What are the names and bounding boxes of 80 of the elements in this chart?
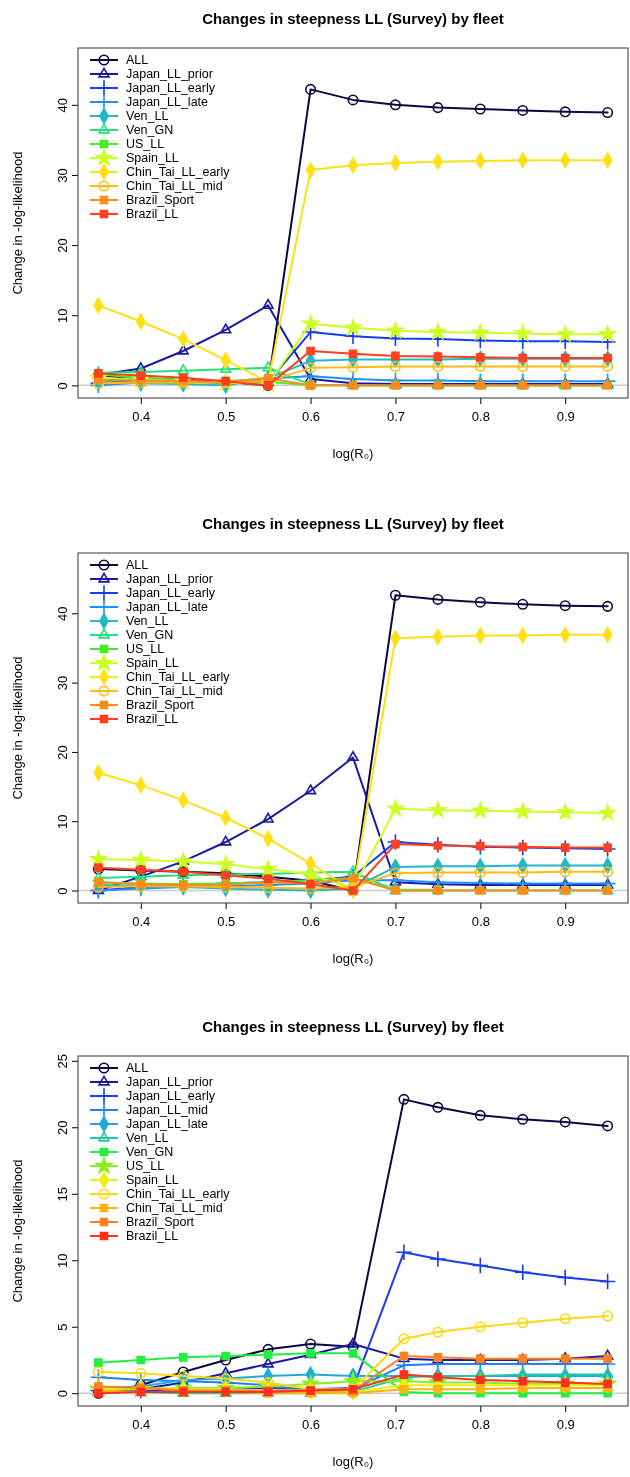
- y-tick-label: 0: [54, 887, 70, 895]
- y-tick-label: 0: [54, 382, 70, 390]
- y-axis-title: Change in -log-likelihood: [10, 656, 25, 800]
- legend-label: Japan_LL_prior: [126, 1075, 213, 1090]
- y-tick-label: 30: [54, 168, 70, 183]
- y-tick-label: 40: [54, 98, 70, 113]
- legend-label: Japan_LL_late: [126, 95, 209, 110]
- x-tick-label: 0.7: [386, 409, 405, 425]
- y-tick-label: 25: [54, 1054, 70, 1069]
- legend-label: Chin_Tai_LL_mid: [126, 1201, 223, 1216]
- legend-label: Chin_Tai_LL_mid: [126, 179, 223, 194]
- x-tick-label: 0.9: [556, 409, 575, 425]
- x-tick-label: 0.5: [217, 409, 236, 425]
- legend-label: Japan_LL_late: [126, 600, 209, 615]
- legend-label: US_LL: [126, 642, 165, 657]
- legend-label: Japan_LL_early: [126, 586, 216, 601]
- legend-label: Japan_LL_prior: [126, 67, 213, 82]
- legend-label: Ven_GN: [126, 628, 174, 643]
- legend-label: Spain_LL: [126, 1173, 179, 1188]
- x-axis-title: log(R₀): [332, 446, 374, 461]
- legend-label: Brazil_Sport: [126, 1215, 195, 1230]
- x-axis-title: log(R₀): [332, 1454, 374, 1469]
- y-tick-label: 5: [54, 1323, 70, 1331]
- x-tick-label: 0.8: [471, 409, 490, 425]
- y-tick-label: 20: [54, 238, 70, 253]
- x-tick-label: 0.9: [556, 1417, 575, 1433]
- legend-label: ALL: [126, 53, 149, 68]
- legend-label: Brazil_Sport: [126, 698, 195, 713]
- legend-label: Chin_Tai_LL_mid: [126, 684, 223, 699]
- legend-label: US_LL: [126, 137, 165, 152]
- x-tick-label: 0.8: [471, 914, 490, 930]
- legend-label: Ven_GN: [126, 123, 174, 138]
- legend-label: Chin_Tai_LL_early: [126, 165, 231, 180]
- x-axis-title: log(R₀): [332, 951, 374, 966]
- legend-label: Brazil_LL: [126, 207, 179, 222]
- legend-label: Ven_GN: [126, 1145, 174, 1160]
- chart-title: Changes in steepness LL (Survey) by fleet: [202, 515, 504, 532]
- y-axis-title: Change in -log-likelihood: [10, 1159, 25, 1303]
- legend-label: Japan_LL_late: [126, 1117, 209, 1132]
- y-tick-label: 0: [54, 1390, 70, 1398]
- legend-label: Spain_LL: [126, 151, 179, 166]
- legend-label: US_LL: [126, 1159, 165, 1174]
- legend-label: Japan_LL_prior: [126, 572, 213, 587]
- legend-label: Japan_LL_early: [126, 81, 216, 96]
- y-tick-label: 10: [54, 1253, 70, 1268]
- x-tick-label: 0.6: [302, 1417, 321, 1433]
- y-tick-label: 40: [54, 606, 70, 622]
- x-tick-label: 0.5: [217, 914, 236, 930]
- x-tick-label: 0.6: [302, 914, 321, 930]
- y-tick-label: 20: [54, 1120, 70, 1136]
- legend-label: Japan_LL_early: [126, 1089, 216, 1104]
- legend-label: Ven_LL: [126, 109, 169, 124]
- legend-label: Chin_Tai_LL_early: [126, 1187, 231, 1202]
- legend-label: Brazil_LL: [126, 712, 179, 727]
- legend-label: Brazil_LL: [126, 1229, 179, 1244]
- x-tick-label: 0.9: [556, 914, 575, 930]
- chart-title: Changes in steepness LL (Survey) by fleet: [202, 10, 504, 27]
- legend-label: Brazil_Sport: [126, 193, 195, 208]
- x-tick-label: 0.6: [302, 409, 321, 425]
- legend-label: Japan_LL_mid: [126, 1103, 209, 1118]
- y-tick-label: 10: [54, 814, 70, 829]
- chart-title: Changes in steepness LL (Survey) by fleet: [202, 1018, 504, 1035]
- x-tick-label: 0.4: [132, 914, 151, 930]
- x-tick-label: 0.4: [132, 409, 151, 425]
- x-tick-label: 0.5: [217, 1417, 236, 1433]
- x-tick-label: 0.7: [386, 914, 405, 930]
- legend-label: ALL: [126, 558, 149, 573]
- y-axis-title: Change in -log-likelihood: [10, 151, 25, 295]
- y-tick-label: 20: [54, 745, 70, 760]
- x-tick-label: 0.4: [132, 1417, 151, 1433]
- x-tick-label: 0.7: [386, 1417, 405, 1433]
- legend-label: ALL: [126, 1061, 149, 1076]
- legend-label: Ven_LL: [126, 614, 169, 629]
- y-tick-label: 30: [54, 675, 70, 691]
- legend-label: Ven_LL: [126, 1131, 169, 1146]
- legend-label: Spain_LL: [126, 656, 179, 671]
- x-tick-label: 0.8: [471, 1417, 490, 1433]
- y-tick-label: 10: [54, 308, 70, 323]
- y-tick-label: 15: [54, 1187, 70, 1202]
- legend-label: Chin_Tai_LL_early: [126, 670, 231, 685]
